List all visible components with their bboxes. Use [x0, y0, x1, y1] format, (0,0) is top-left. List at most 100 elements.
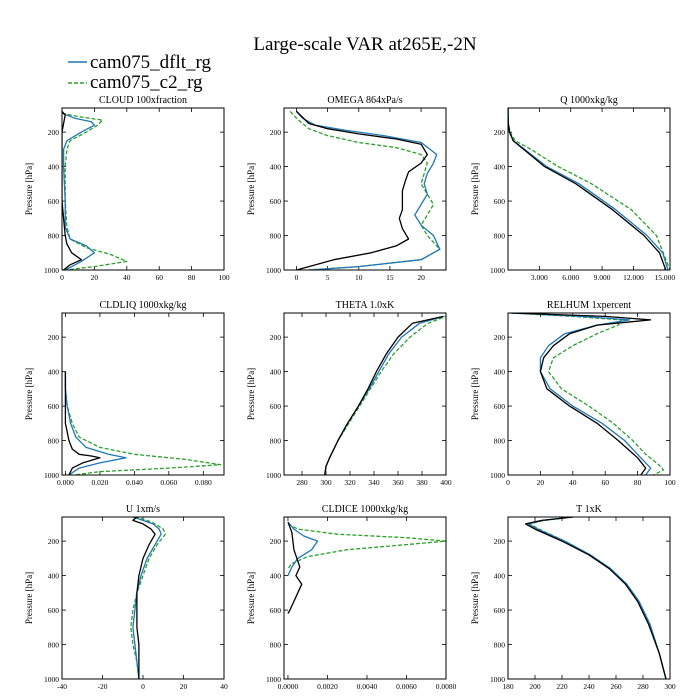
- x-tick-label-theta: 320: [344, 478, 356, 487]
- y-tick-label-cldliq: 1000: [44, 471, 59, 480]
- x-tick-label-relhum: 20: [537, 478, 545, 487]
- x-tick-label-cloud: 100: [218, 273, 230, 282]
- x-tick-label-cldice: 0.0080: [436, 682, 457, 691]
- x-tick-label-cldice: 0.0060: [396, 682, 417, 691]
- series-line-c2-theta: [324, 315, 446, 475]
- y-axis-label-cloud: Pressure [hPa]: [24, 163, 34, 215]
- y-tick-label-theta: 600: [270, 402, 282, 411]
- y-tick-label-q: 600: [494, 197, 506, 206]
- y-tick-label-cldliq: 800: [48, 437, 60, 446]
- y-tick-label-theta: 200: [270, 333, 282, 342]
- series-line-obs-cloud: [62, 110, 83, 270]
- series-line-obs-theta: [324, 315, 444, 475]
- y-tick-label-cldice: 1000: [266, 675, 281, 684]
- y-axis-label-u: Pressure [hPa]: [24, 572, 34, 624]
- y-tick-label-omega: 400: [270, 163, 282, 172]
- figure-title: Large-scale VAR at265E,-2N: [253, 34, 476, 55]
- y-axis-label-t: Pressure [hPa]: [470, 572, 480, 624]
- x-tick-label-relhum: 80: [634, 478, 642, 487]
- x-tick-label-omega: 15: [386, 273, 394, 282]
- y-tick-label-q: 1000: [490, 266, 505, 275]
- y-tick-label-cldice: 200: [270, 537, 282, 546]
- y-tick-label-cldice: 400: [270, 572, 282, 581]
- y-tick-label-q: 400: [494, 163, 506, 172]
- y-tick-label-relhum: 200: [494, 333, 506, 342]
- series-group-cldliq: [64, 371, 222, 475]
- y-tick-label-relhum: 800: [494, 437, 506, 446]
- x-tick-label-u: -20: [98, 682, 108, 691]
- series-line-dflt-u: [132, 517, 162, 679]
- y-tick-label-theta: 400: [270, 368, 282, 377]
- x-tick-label-q: 9.000: [594, 273, 611, 282]
- x-tick-label-cloud: 80: [188, 273, 196, 282]
- x-tick-label-relhum: 0: [506, 478, 510, 487]
- y-tick-label-u: 200: [48, 537, 60, 546]
- series-line-c2-cloud: [62, 112, 128, 270]
- series-line-obs-cldliq: [64, 371, 101, 475]
- y-tick-label-cloud: 800: [48, 232, 60, 241]
- x-tick-label-cldliq: 0.060: [160, 478, 177, 487]
- x-tick-label-q: 15.000: [654, 273, 675, 282]
- legend-label-dflt: cam075_dflt_rg: [90, 52, 212, 73]
- x-tick-label-cloud: 20: [91, 273, 99, 282]
- y-tick-label-relhum: 400: [494, 368, 506, 377]
- y-tick-label-cldice: 800: [270, 641, 282, 650]
- x-tick-label-u: -40: [57, 682, 67, 691]
- panel-title-theta: THETA 1.0xK: [336, 300, 395, 311]
- y-tick-label-cloud: 1000: [44, 266, 59, 275]
- x-tick-label-cldliq: 0.040: [126, 478, 143, 487]
- x-tick-label-omega: 20: [417, 273, 425, 282]
- plot-frame-t: [507, 516, 671, 680]
- x-tick-label-cldice: 0.0020: [317, 682, 338, 691]
- series-line-dflt-omega: [296, 110, 441, 270]
- x-tick-label-omega: 0: [295, 273, 299, 282]
- y-tick-label-u: 800: [48, 641, 60, 650]
- panel-theta: THETA 1.0xK Pressure [hPa] 200 400 600 800 100…: [246, 300, 452, 487]
- x-tick-label-u: 20: [180, 682, 188, 691]
- series-line-dflt-cloud: [62, 112, 96, 270]
- plot-frame-cldliq: [61, 312, 225, 476]
- series-line-c2-cldliq: [64, 371, 222, 475]
- x-tick-label-u: 40: [220, 682, 228, 691]
- x-tick-label-t: 240: [583, 682, 595, 691]
- y-axis-label-omega: Pressure [hPa]: [246, 163, 256, 215]
- panel-title-relhum: RELHUM 1xpercent: [547, 300, 631, 311]
- x-tick-label-theta: 340: [368, 478, 380, 487]
- y-tick-label-omega: 200: [270, 128, 282, 137]
- series-line-dflt-t: [527, 517, 667, 679]
- x-tick-label-q: 6.000: [562, 273, 579, 282]
- panel-title-q: Q 1000xkg/kg: [560, 95, 618, 106]
- series-group-q: [508, 108, 670, 270]
- series-group-t: [524, 517, 667, 679]
- y-tick-label-relhum: 1000: [490, 471, 505, 480]
- x-tick-label-cloud: 40: [123, 273, 131, 282]
- y-axis-label-cldice: Pressure [hPa]: [246, 572, 256, 624]
- x-tick-label-relhum: 40: [569, 478, 577, 487]
- x-tick-label-relhum: 100: [664, 478, 676, 487]
- x-tick-label-t: 260: [610, 682, 622, 691]
- y-tick-label-u: 600: [48, 606, 60, 615]
- x-tick-label-cldice: 0.0000: [278, 682, 299, 691]
- plot-frame-cloud: [61, 107, 225, 271]
- y-axis-label-theta: Pressure [hPa]: [246, 368, 256, 420]
- x-tick-label-u: 0: [141, 682, 145, 691]
- x-tick-label-t: 220: [556, 682, 568, 691]
- panel-title-t: T 1xK: [576, 504, 602, 515]
- series-group-relhum: [511, 313, 665, 475]
- series-line-obs-t: [524, 517, 667, 679]
- x-tick-label-relhum: 60: [601, 478, 609, 487]
- series-group-u: [130, 517, 166, 679]
- x-tick-label-cloud: 60: [155, 273, 163, 282]
- series-group-theta: [324, 315, 446, 475]
- series-group-cldice: [287, 521, 446, 614]
- y-tick-label-t: 800: [494, 641, 506, 650]
- x-tick-label-cldice: 0.0040: [357, 682, 378, 691]
- y-axis-label-q: Pressure [hPa]: [470, 163, 480, 215]
- x-tick-label-theta: 360: [392, 478, 404, 487]
- x-tick-label-theta: 400: [440, 478, 452, 487]
